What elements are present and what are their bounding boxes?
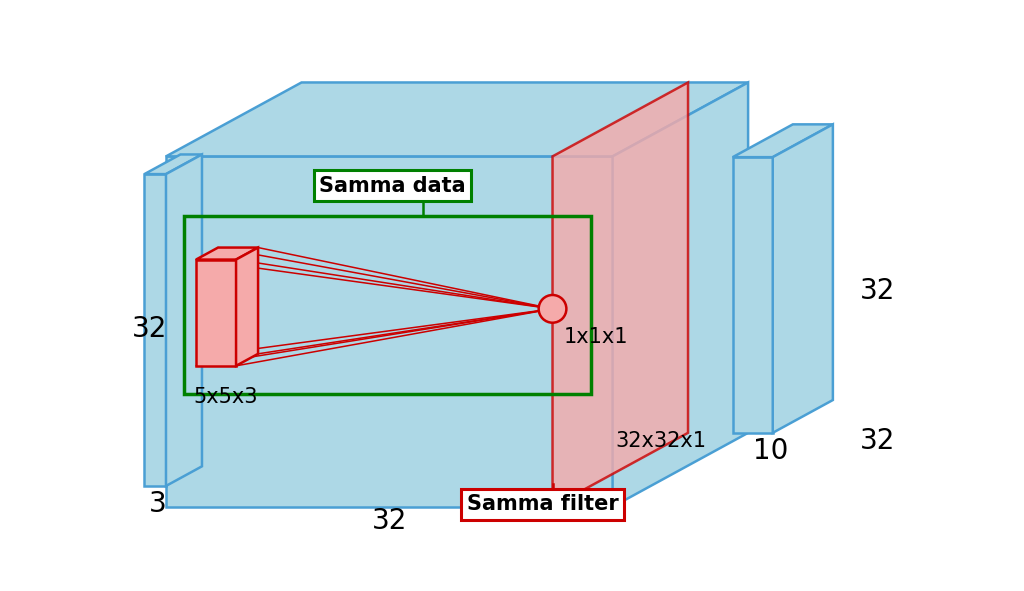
Polygon shape	[612, 83, 749, 506]
Text: 5x5x3: 5x5x3	[194, 387, 258, 407]
Text: 32: 32	[132, 315, 168, 343]
Polygon shape	[196, 248, 258, 259]
Text: Samma filter: Samma filter	[467, 495, 618, 514]
Polygon shape	[553, 83, 688, 506]
Circle shape	[539, 295, 566, 323]
Polygon shape	[166, 154, 202, 486]
Text: 10: 10	[753, 437, 788, 465]
Polygon shape	[144, 154, 202, 174]
Bar	[184, 216, 591, 394]
Text: 32: 32	[860, 427, 895, 455]
Polygon shape	[237, 248, 258, 366]
Text: 32: 32	[372, 507, 407, 535]
Polygon shape	[733, 157, 773, 433]
Text: 3: 3	[148, 491, 166, 518]
Polygon shape	[773, 124, 833, 433]
Text: 1x1x1: 1x1x1	[563, 327, 628, 346]
Polygon shape	[166, 157, 612, 506]
Polygon shape	[196, 259, 237, 366]
Text: 32: 32	[860, 277, 895, 305]
Polygon shape	[166, 83, 749, 157]
Text: 32x32x1: 32x32x1	[615, 431, 707, 452]
Polygon shape	[144, 174, 166, 486]
Polygon shape	[733, 124, 833, 157]
Text: Samma data: Samma data	[319, 176, 466, 196]
